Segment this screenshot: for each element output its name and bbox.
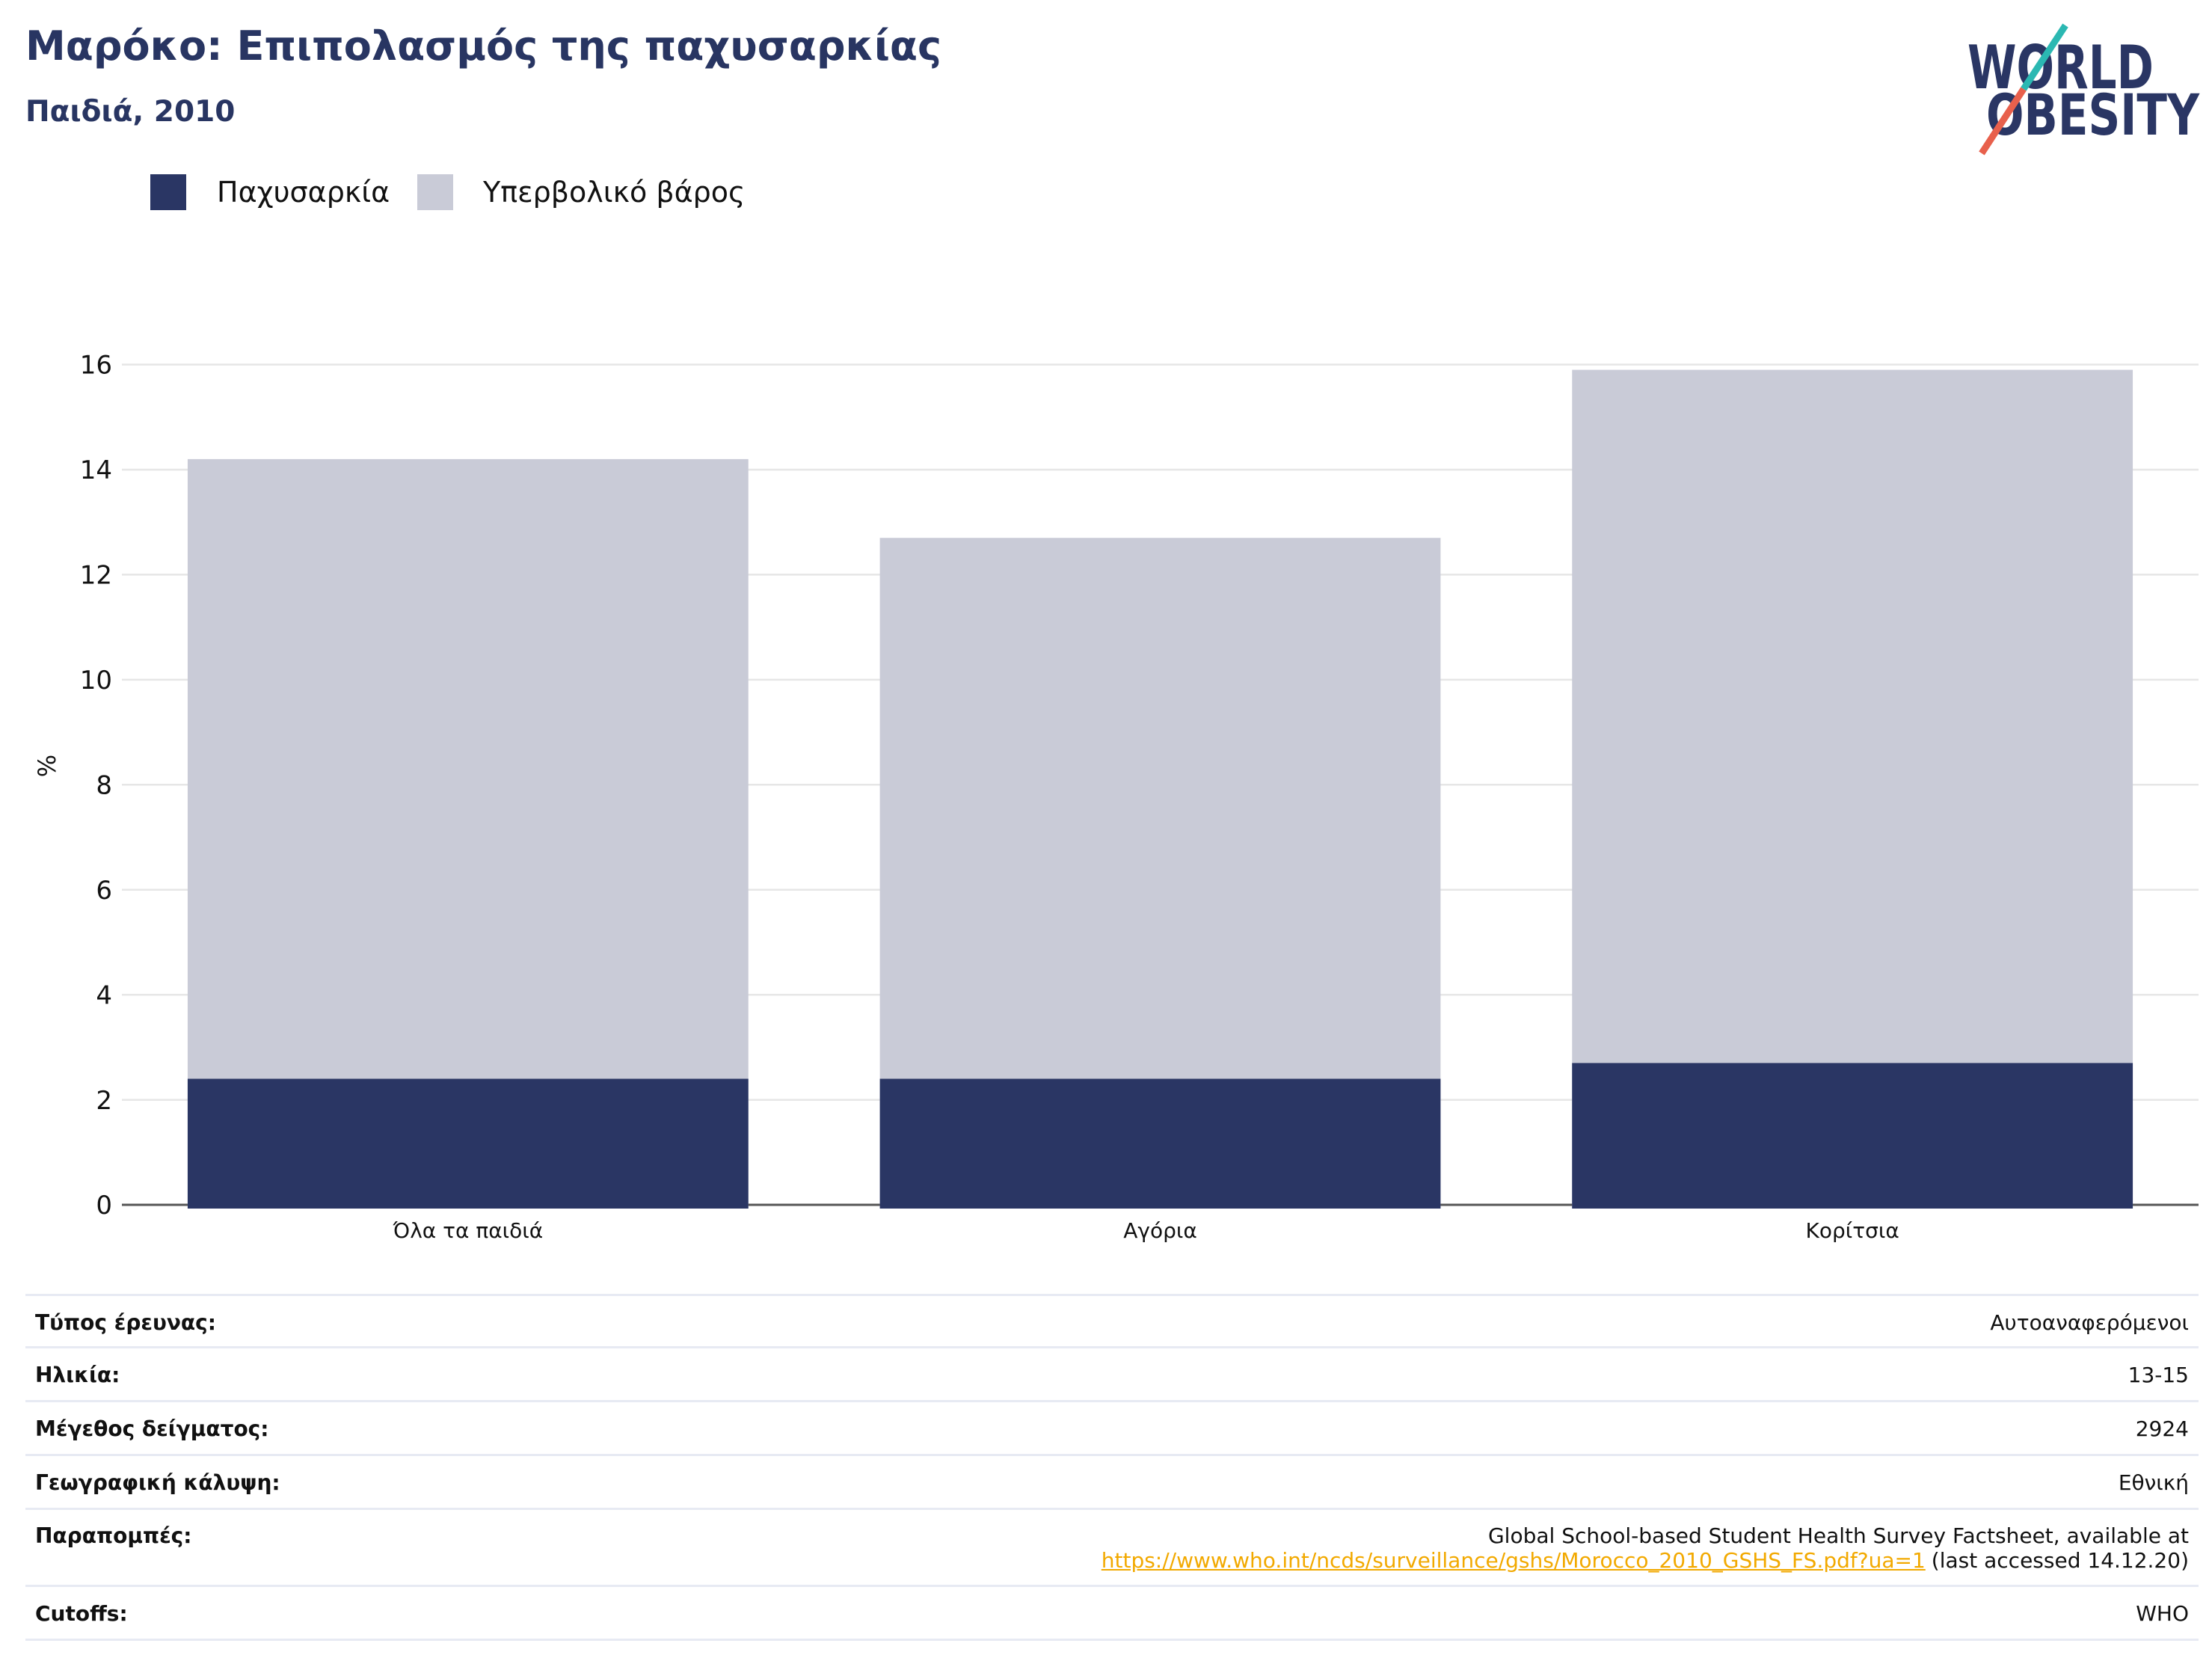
info-label: Cutoffs:: [35, 1601, 128, 1626]
y-axis-ticks: 0 2 4 6 8 10 12 14 16: [80, 351, 112, 1221]
info-row-survey-type: Τύπος έρευνας: Αυτοαναφερόμενοι: [25, 1294, 2199, 1346]
y-tick-label: 4: [96, 980, 112, 1010]
world-obesity-logo: WORLD OBESITY: [1967, 23, 2200, 156]
reference-accessed-note: (last accessed 14.12.20): [1931, 1548, 2189, 1573]
logo-text-world: WORLD: [1967, 33, 2154, 102]
info-label: Παραπομπές:: [35, 1523, 192, 1548]
bars: [187, 369, 2133, 1209]
x-tick-label: Αγόρια: [1123, 1218, 1197, 1243]
info-value: Εθνική: [2118, 1470, 2189, 1495]
y-tick-label: 12: [80, 561, 112, 591]
x-tick-label: Όλα τα παιδιά: [392, 1218, 543, 1243]
y-tick-label: 0: [96, 1191, 112, 1221]
bar-obesity: [1572, 1063, 2133, 1209]
survey-info-table: Τύπος έρευνας: Αυτοαναφερόμενοι Ηλικία: …: [25, 1294, 2199, 1641]
legend-swatch-obesity: [150, 174, 186, 210]
x-tick-label: Κορίτσια: [1806, 1218, 1899, 1243]
bar-series-obesity: [187, 1063, 2133, 1209]
bar-chart: 0 2 4 6 8 10 12 14 16% Όλα τα παιδιά Αγόρια Κορίτσι…: [33, 351, 2199, 1243]
reference-link-line: https://www.who.int/ncds/surveillance/gs…: [1102, 1548, 2189, 1573]
info-value: 13-15: [2127, 1363, 2189, 1387]
y-tick-label: 16: [80, 351, 112, 381]
y-tick-label: 14: [80, 455, 112, 485]
info-value: WHO: [2136, 1601, 2189, 1626]
legend-item-obesity[interactable]: Παχυσαρκία: [150, 174, 390, 210]
y-tick-label: 6: [96, 876, 112, 906]
reference-text: Global School-based Student Health Surve…: [1487, 1523, 2189, 1548]
y-axis-title: %: [33, 755, 61, 777]
reference-link[interactable]: https://www.who.int/ncds/surveillance/gs…: [1101, 1548, 1926, 1573]
logo-slash-teal: [2021, 23, 2068, 91]
info-value: 2924: [2135, 1416, 2189, 1441]
y-tick-label: 10: [80, 666, 112, 696]
info-row-references: Παραπομπές: Global School-based Student …: [25, 1508, 2199, 1585]
info-label: Μέγεθος δείγματος:: [35, 1416, 269, 1441]
y-tick-label: 8: [96, 770, 112, 800]
bar-obesity: [879, 1078, 1441, 1209]
legend-item-overweight[interactable]: Υπερβολικό βάρος: [417, 174, 745, 210]
y-tick-label: 2: [96, 1086, 112, 1116]
info-row-sample-size: Μέγεθος δείγματος: 2924: [25, 1400, 2199, 1454]
chart-subtitle: Παιδιά, 2010: [25, 95, 236, 129]
logo-slash-coral: [1979, 87, 2027, 156]
info-label: Γεωγραφική κάλυψη:: [35, 1470, 280, 1495]
info-row-geographic-coverage: Γεωγραφική κάλυψη: Εθνική: [25, 1454, 2199, 1508]
info-value: Αυτοαναφερόμενοι: [1990, 1310, 2189, 1335]
info-row-cutoffs: Cutoffs: WHO: [25, 1585, 2199, 1641]
info-label: Τύπος έρευνας:: [35, 1310, 216, 1335]
info-row-age: Ηλικία: 13-15: [25, 1346, 2199, 1400]
legend-swatch-overweight: [417, 174, 453, 210]
info-value-references: Global School-based Student Health Surve…: [1102, 1523, 2189, 1573]
x-axis-ticks: Όλα τα παιδιά Αγόρια Κορίτσια: [392, 1218, 1899, 1243]
legend-label-overweight: Υπερβολικό βάρος: [483, 176, 746, 209]
chart-title: Μαρόκο: Επιπολασμός της παχυσαρκίας: [25, 22, 942, 70]
bar-obesity: [187, 1078, 749, 1209]
info-label: Ηλικία:: [35, 1363, 120, 1387]
legend-label-obesity: Παχυσαρκία: [217, 176, 390, 209]
